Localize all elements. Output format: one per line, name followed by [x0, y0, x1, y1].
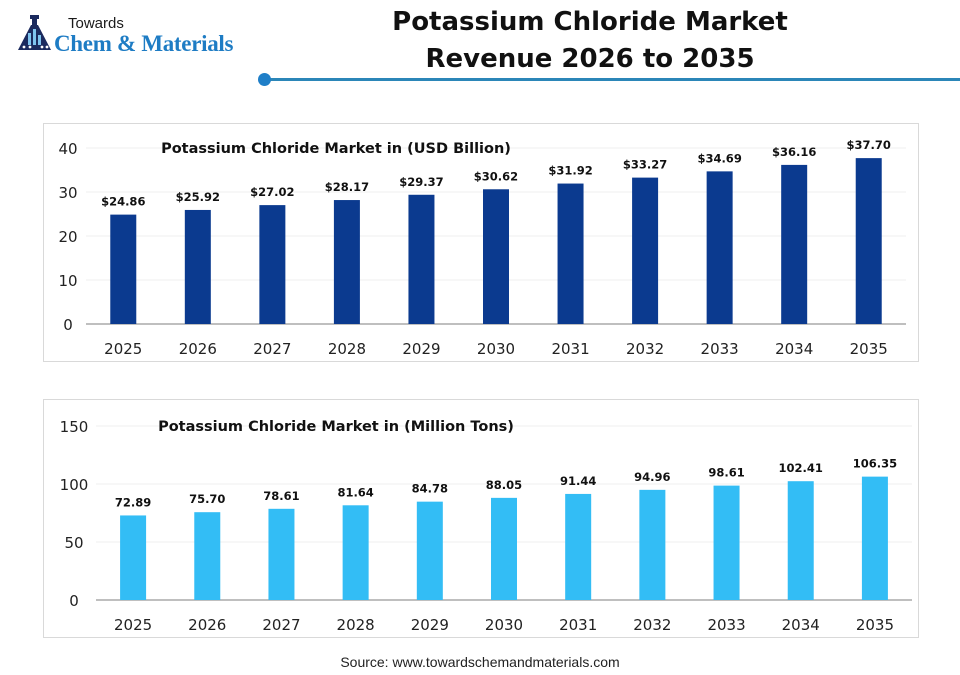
x-tick-label: 2035	[850, 340, 888, 358]
page-title-line-1: Potassium Chloride Market	[392, 7, 788, 37]
data-label: $31.92	[548, 164, 592, 178]
bar	[408, 194, 435, 324]
y-tick-label: 20	[58, 228, 77, 246]
x-tick-label: 2034	[782, 616, 820, 634]
y-tick-label: 10	[58, 272, 77, 290]
data-label: 84.78	[412, 482, 448, 496]
x-tick-label: 2027	[262, 616, 300, 634]
x-tick-label: 2031	[559, 616, 597, 634]
x-tick-label: 2033	[701, 340, 739, 358]
x-tick-label: 2035	[856, 616, 894, 634]
y-tick-label: 150	[60, 418, 89, 436]
data-label: 75.70	[189, 492, 225, 506]
volume-chart-panel: Potassium Chloride Market in (Million To…	[43, 399, 919, 638]
x-tick-label: 2026	[179, 340, 217, 358]
x-tick-label: 2033	[707, 616, 745, 634]
data-label: $28.17	[325, 180, 369, 194]
data-label: $30.62	[474, 169, 518, 183]
bar	[333, 200, 360, 324]
data-label: $34.69	[697, 151, 741, 165]
x-tick-label: 2028	[337, 616, 375, 634]
bar	[342, 505, 369, 600]
y-tick-label: 100	[60, 476, 89, 494]
x-tick-label: 2027	[253, 340, 291, 358]
data-label: $36.16	[772, 145, 816, 159]
bar	[110, 214, 137, 324]
page-title: Potassium Chloride Market Revenue 2026 t…	[380, 4, 800, 78]
x-tick-label: 2032	[626, 340, 664, 358]
bar	[706, 171, 733, 324]
bar	[781, 164, 808, 324]
bar	[565, 493, 592, 600]
bar	[855, 158, 882, 324]
x-tick-label: 2025	[104, 340, 142, 358]
volume-bar-chart: Potassium Chloride Market in (Million To…	[60, 418, 912, 634]
bar	[491, 497, 517, 600]
x-tick-label: 2034	[775, 340, 813, 358]
bar	[861, 476, 888, 600]
bar	[268, 508, 295, 600]
x-tick-label: 2032	[633, 616, 671, 634]
x-tick-label: 2030	[477, 340, 515, 358]
data-label: 98.61	[708, 466, 744, 480]
data-label: $37.70	[847, 138, 891, 152]
y-tick-label: 0	[69, 592, 79, 610]
source-citation: Source: www.towardschemandmaterials.com	[340, 654, 620, 670]
data-label: 102.41	[779, 461, 823, 475]
y-tick-label: 0	[63, 316, 73, 334]
x-tick-label: 2030	[485, 616, 523, 634]
title-divider	[262, 78, 960, 81]
data-label: $24.86	[101, 195, 145, 209]
data-label: $29.37	[399, 175, 443, 189]
data-label: $27.02	[250, 185, 294, 199]
title-divider-dot	[258, 73, 271, 86]
y-tick-label: 30	[58, 184, 77, 202]
brand-logo: Towards Chem & Materials	[14, 14, 264, 60]
data-label: 78.61	[263, 489, 299, 503]
x-tick-label: 2029	[411, 616, 449, 634]
chart-title: Potassium Chloride Market in (USD Billio…	[161, 141, 511, 157]
data-label: 81.64	[337, 485, 373, 499]
revenue-chart-panel: Potassium Chloride Market in (USD Billio…	[43, 123, 919, 362]
bar	[557, 183, 584, 324]
x-tick-label: 2026	[188, 616, 226, 634]
data-label: $33.27	[623, 158, 667, 172]
bar	[184, 209, 211, 324]
x-tick-label: 2025	[114, 616, 152, 634]
data-label: 91.44	[560, 474, 596, 488]
logo-brand-name: Chem & Materials	[54, 31, 234, 56]
data-label: 88.05	[486, 478, 522, 492]
bar	[259, 205, 286, 324]
bar	[416, 501, 443, 600]
chart-title: Potassium Chloride Market in (Million To…	[158, 419, 514, 435]
bar	[713, 485, 740, 600]
bar	[483, 189, 509, 324]
bar	[120, 515, 147, 600]
page-title-line-2: Revenue 2026 to 2035	[425, 44, 755, 74]
bar	[639, 489, 666, 600]
bar	[194, 512, 221, 600]
bar	[787, 481, 814, 600]
y-tick-label: 40	[58, 140, 77, 158]
revenue-bar-chart: Potassium Chloride Market in (USD Billio…	[58, 138, 906, 358]
logo-towards-text: Towards	[68, 15, 124, 32]
x-tick-label: 2029	[402, 340, 440, 358]
flask-icon	[18, 15, 51, 50]
data-label: 106.35	[853, 457, 897, 471]
bar	[632, 177, 659, 324]
x-tick-label: 2028	[328, 340, 366, 358]
x-tick-label: 2031	[551, 340, 589, 358]
data-label: 94.96	[634, 470, 670, 484]
data-label: 72.89	[115, 495, 151, 509]
data-label: $25.92	[176, 190, 220, 204]
y-tick-label: 50	[64, 534, 83, 552]
